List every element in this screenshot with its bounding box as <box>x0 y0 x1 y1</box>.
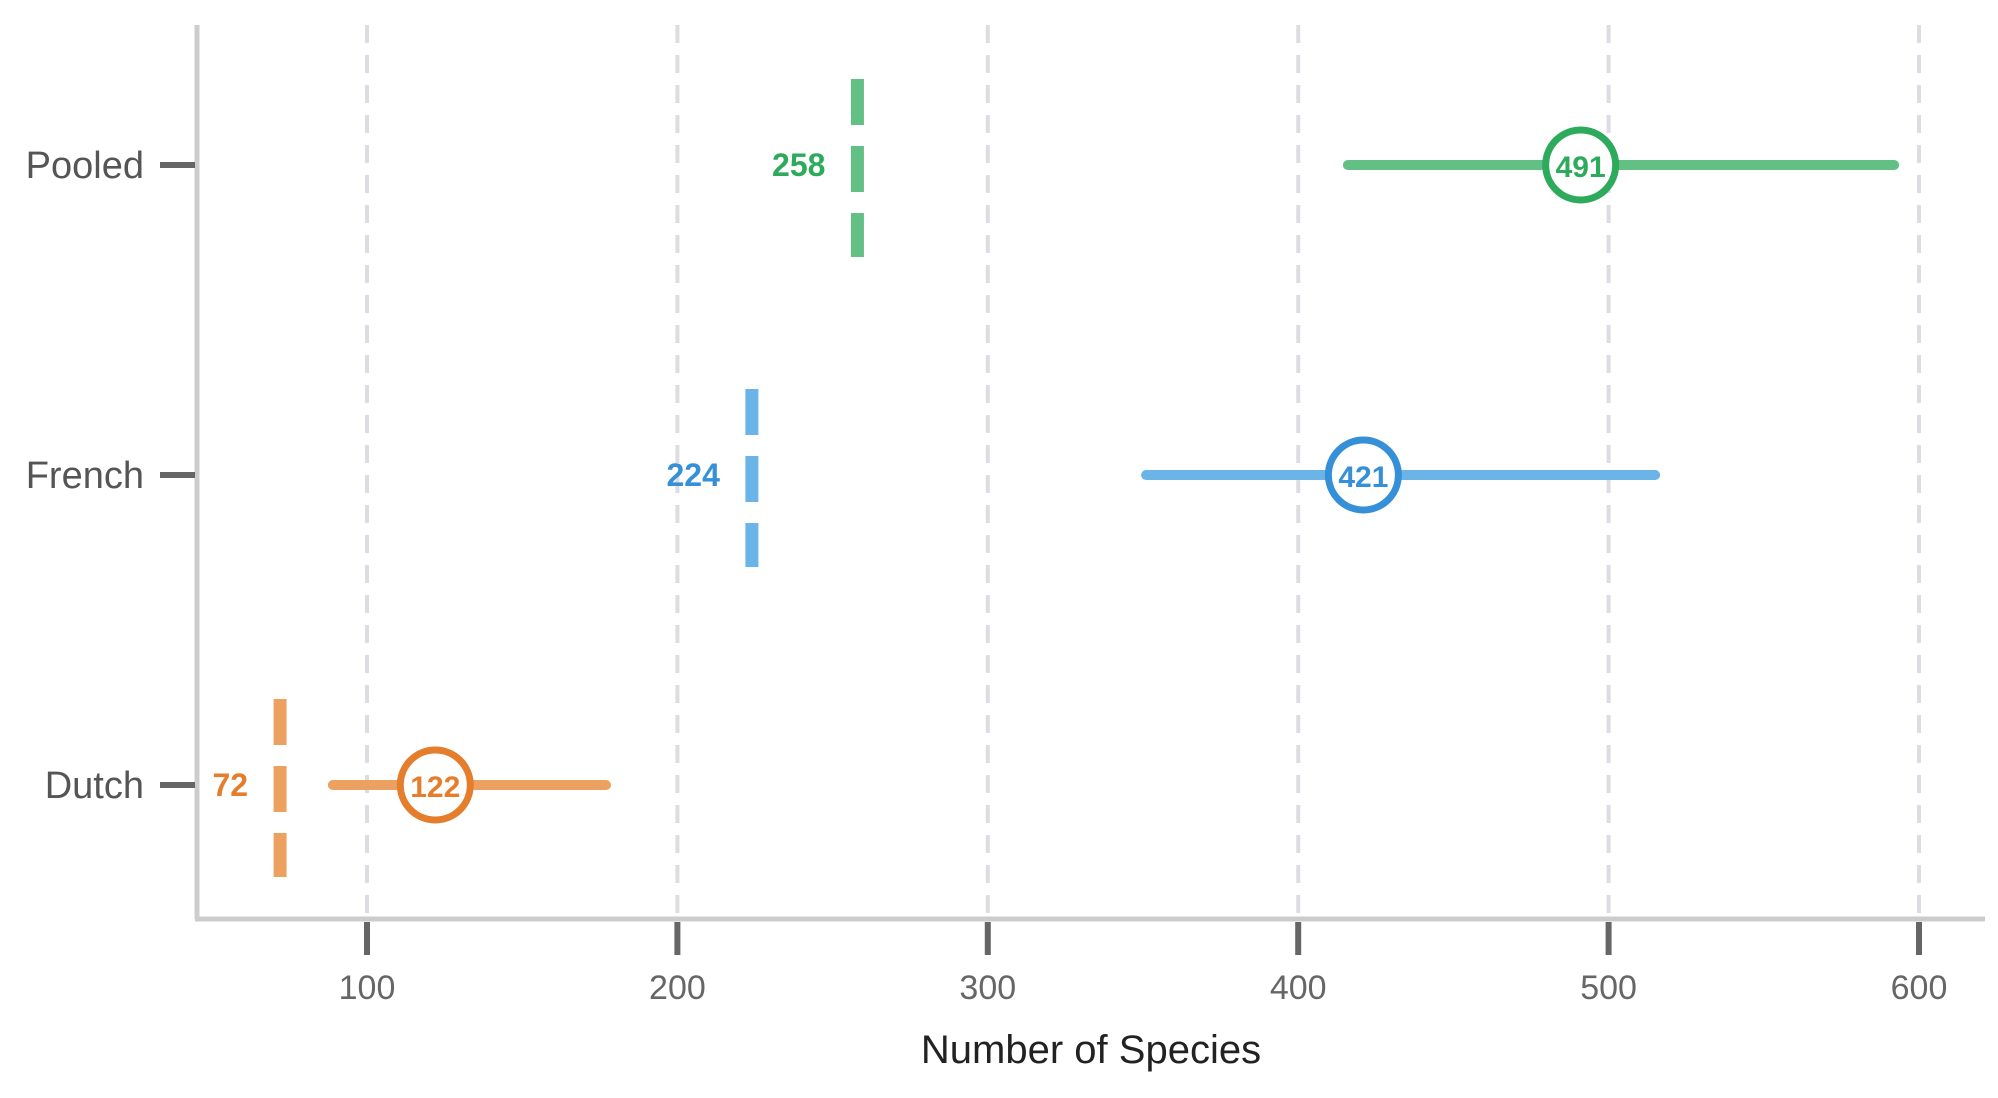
estimate-point-pooled <box>1542 126 1620 204</box>
x-tick-label-400: 400 <box>1270 969 1327 1007</box>
x-tick-label-500: 500 <box>1580 969 1637 1007</box>
estimate-label-dutch: 122 <box>410 771 460 804</box>
y-categories: Pooled French Dutch <box>26 145 195 807</box>
x-tick-label-600: 600 <box>1891 969 1948 1007</box>
x-tick-label-300: 300 <box>959 969 1016 1007</box>
y-label-pooled: Pooled <box>26 145 144 187</box>
observed-label-french: 224 <box>667 457 721 493</box>
observed-label-dutch: 72 <box>212 767 248 803</box>
axes <box>194 25 1985 922</box>
x-tick-label-200: 200 <box>649 969 706 1007</box>
series-dutch: 72 122 <box>212 699 612 877</box>
series-french: 224 421 <box>667 389 1661 567</box>
estimate-label-french: 421 <box>1338 461 1388 494</box>
estimate-point-dutch <box>396 746 474 824</box>
y-label-dutch: Dutch <box>45 765 144 807</box>
x-axis-title: Number of Species <box>921 1028 1261 1072</box>
x-ticks: 100 200 300 400 500 600 <box>339 922 1948 1007</box>
data-marks: 258 491 224 421 72 122 <box>212 79 1900 877</box>
series-pooled: 258 491 <box>772 79 1900 257</box>
observed-label-pooled: 258 <box>772 147 825 183</box>
estimate-label-pooled: 491 <box>1556 151 1606 184</box>
y-label-french: French <box>26 455 144 497</box>
x-tick-label-100: 100 <box>339 969 396 1007</box>
estimate-point-french <box>1324 436 1402 514</box>
